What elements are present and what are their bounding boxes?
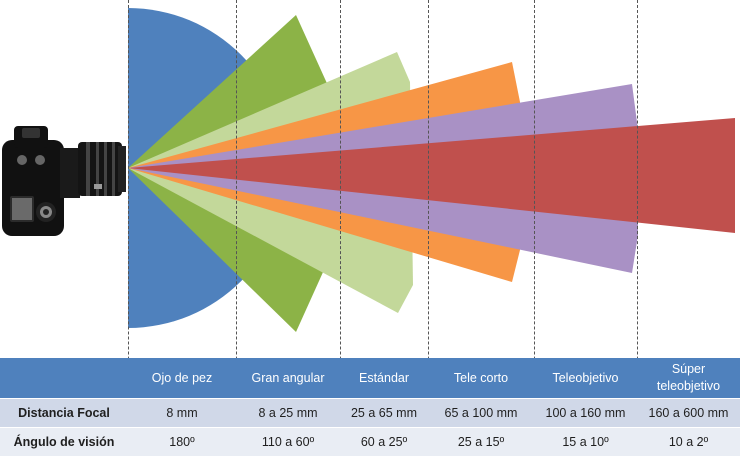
row-label-focal: Distancia Focal	[0, 399, 128, 428]
header-short-tele: Tele corto	[428, 358, 534, 399]
focal-standard: 25 a 65 mm	[340, 399, 428, 428]
focal-super-tele: 160 a 600 mm	[637, 399, 740, 428]
row-label-angle: Ángulo de visión	[0, 428, 128, 456]
lens-table: Ojo de pez Gran angular Estándar Tele co…	[0, 358, 740, 456]
focal-wide-angle: 8 a 25 mm	[236, 399, 340, 428]
header-super-tele-line1: Súper	[672, 362, 705, 376]
focal-telephoto: 100 a 160 mm	[534, 399, 637, 428]
dslr-camera-icon	[2, 126, 126, 236]
angle-wide-angle: 110 a 60º	[236, 428, 340, 456]
table-row: Distancia Focal 8 mm 8 a 25 mm 25 a 65 m…	[0, 399, 740, 428]
angle-fisheye: 180º	[128, 428, 236, 456]
table-header-blank	[0, 358, 128, 399]
focal-fisheye: 8 mm	[128, 399, 236, 428]
table-header-row: Ojo de pez Gran angular Estándar Tele co…	[0, 358, 740, 399]
angle-telephoto: 15 a 10º	[534, 428, 637, 456]
header-telephoto: Teleobjetivo	[534, 358, 637, 399]
table-row: Ángulo de visión 180º 110 a 60º 60 a 25º…	[0, 428, 740, 456]
focal-short-tele: 65 a 100 mm	[428, 399, 534, 428]
header-standard: Estándar	[340, 358, 428, 399]
angle-short-tele: 25 a 15º	[428, 428, 534, 456]
header-wide-angle: Gran angular	[236, 358, 340, 399]
header-fisheye: Ojo de pez	[128, 358, 236, 399]
angle-standard: 60 a 25º	[340, 428, 428, 456]
header-super-tele-line2: teleobjetivo	[657, 379, 720, 393]
field-of-view-diagram	[0, 0, 740, 360]
angle-super-tele: 10 a 2º	[637, 428, 740, 456]
header-super-tele: Súper teleobjetivo	[637, 358, 740, 399]
